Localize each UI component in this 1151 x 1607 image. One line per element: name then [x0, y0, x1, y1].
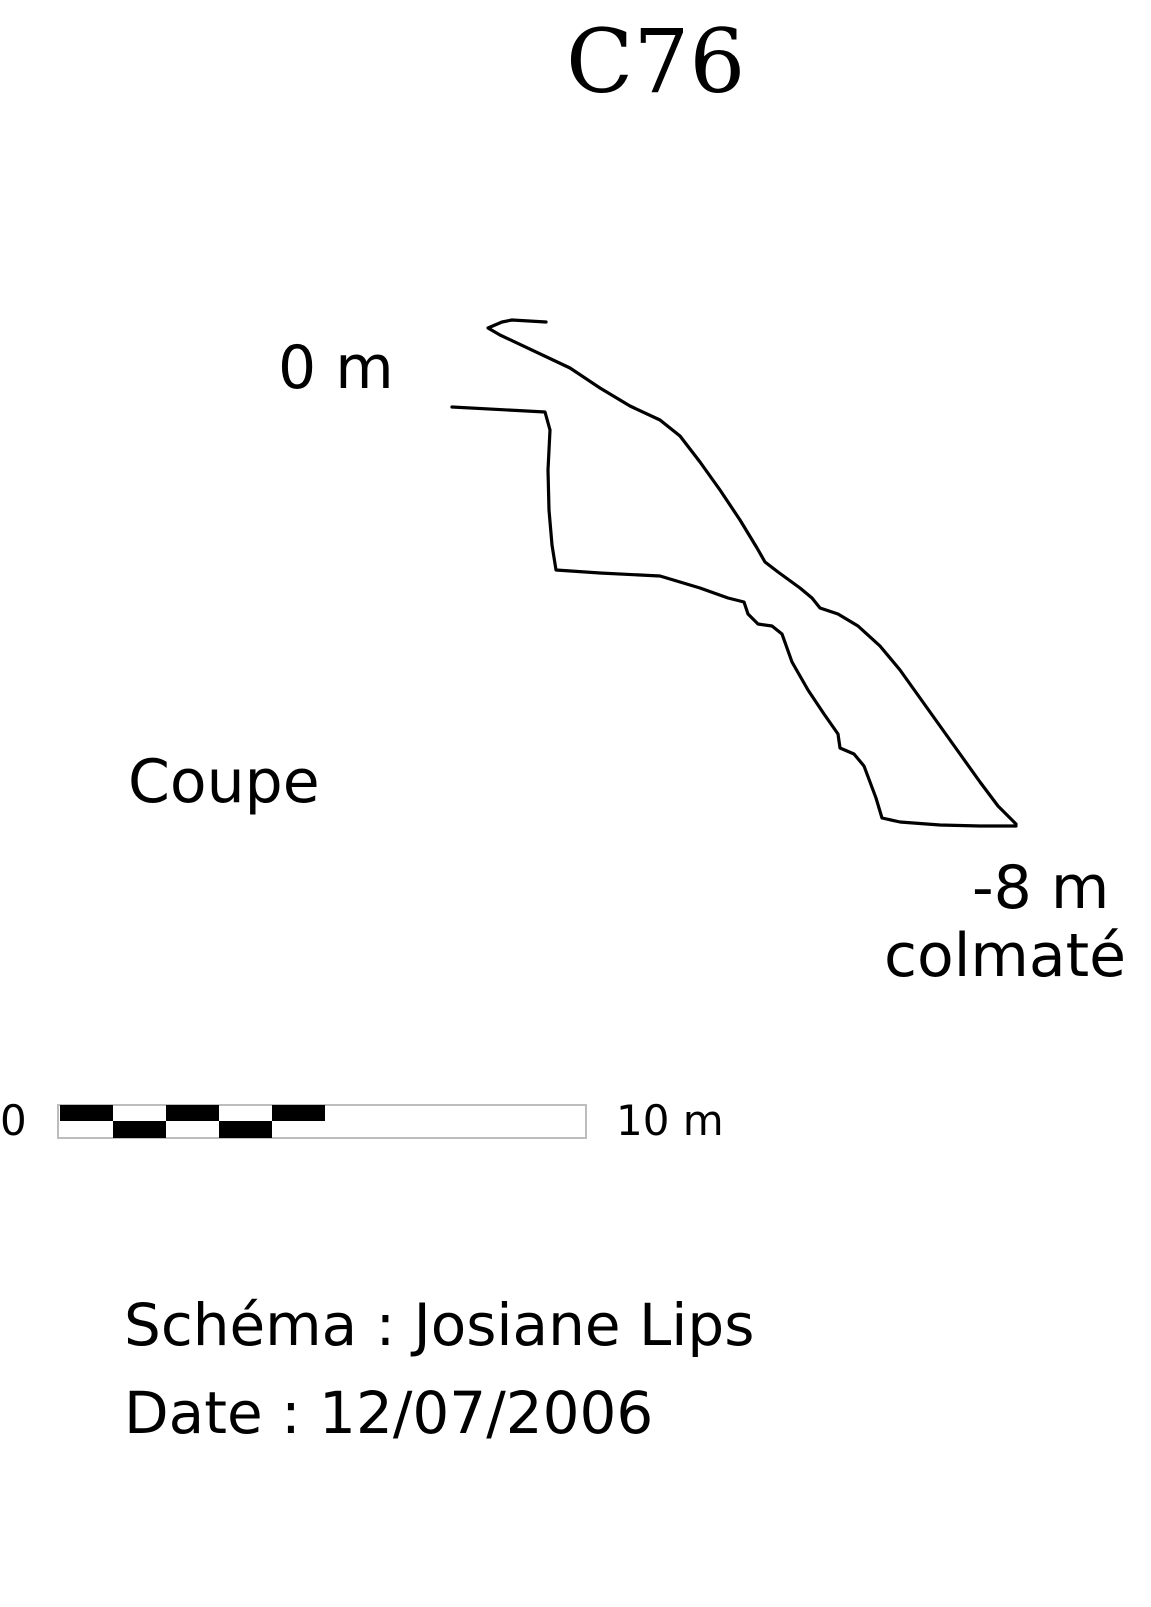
scale-end-label: 10 m — [616, 1096, 724, 1145]
scale-segment — [166, 1105, 219, 1121]
scale-segment — [272, 1105, 325, 1121]
scale-start-label: 0 — [0, 1096, 27, 1145]
scale-segment — [219, 1121, 272, 1138]
cave-title: C76 — [566, 10, 746, 113]
scale-bar — [57, 1104, 587, 1139]
date-credit: Date : 12/07/2006 — [124, 1379, 654, 1447]
bottom-note-label: colmaté — [884, 921, 1127, 991]
section-label: Coupe — [128, 747, 320, 817]
ceiling-wall-line — [486, 318, 1018, 826]
schema-credit: Schéma : Josiane Lips — [124, 1291, 755, 1359]
entrance-depth-label: 0 m — [278, 333, 394, 403]
bottom-depth-label: -8 m — [972, 853, 1110, 923]
scale-segment — [60, 1105, 113, 1121]
scale-segment — [113, 1121, 166, 1138]
floor-wall-line — [450, 405, 1018, 828]
